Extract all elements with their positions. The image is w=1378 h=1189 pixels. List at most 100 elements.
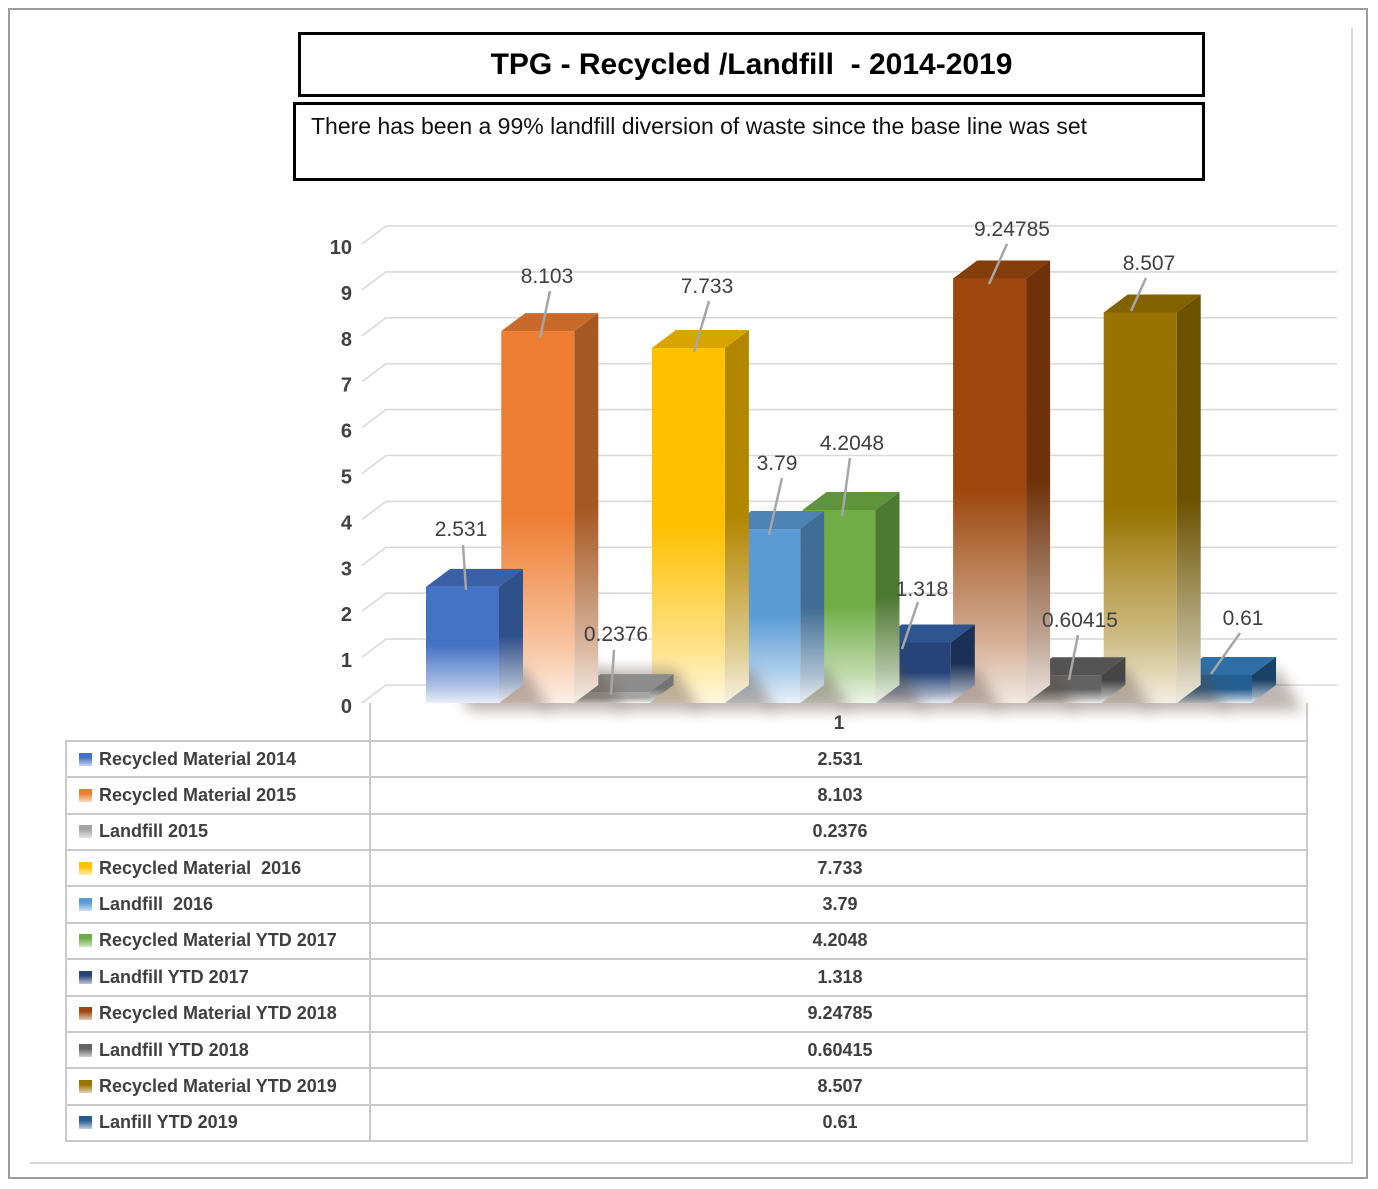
data-label-leader-line (987, 243, 1009, 285)
chart-title-box: TPG - Recycled /Landfill - 2014-2019 (298, 32, 1205, 97)
data-label-recycled-material-ytd-2019: 8.507 (1123, 252, 1176, 275)
data-label-landfill-2016: 3.79 (757, 452, 798, 475)
data-label-leader-line (609, 649, 616, 696)
chart-subtitle-box: There has been a 99% landfill diversion … (293, 102, 1205, 181)
legend-key (79, 789, 92, 803)
series-label: Recycled Material 2015 (99, 785, 297, 806)
legend-key (79, 752, 92, 766)
series-label: Landfill YTD 2017 (99, 966, 249, 987)
table-row: Landfill 2015 0.2376 (67, 815, 1308, 852)
legend-key (79, 970, 92, 984)
bar-recycled-material-2014 (426, 568, 551, 711)
y-axis-tick-label: 6 (341, 421, 352, 443)
gridline (361, 225, 1337, 245)
legend-key (79, 1043, 92, 1057)
table-row: Recycled Material 2014 2.531 (67, 742, 1308, 779)
table-row: Recycled Material 2015 8.103 (67, 778, 1308, 815)
bar-top-face (727, 511, 825, 530)
bar-side-face (1176, 294, 1201, 703)
bar-side-face (800, 511, 825, 703)
data-label-leader-line (538, 290, 552, 339)
bar-recycled-material-2016 (651, 330, 777, 711)
bar-lanfill-ytd-2019 (1179, 657, 1304, 711)
bar-top-face (877, 624, 975, 643)
series-label: Landfill 2015 (99, 821, 209, 842)
series-label: Lanfill YTD 2019 (99, 1112, 238, 1133)
data-label-leader-line (1129, 277, 1148, 312)
data-labels: 2.531 8.103 0.2376 7.733 3.79 4.2048 1.318 9.24… (435, 218, 1264, 696)
bar-front-face (1103, 312, 1177, 703)
series-value: 2.531 (817, 748, 863, 769)
data-label-leader-line (1067, 634, 1080, 681)
bar-side-face (875, 491, 900, 703)
legend-key (79, 934, 92, 948)
chart-area-border-bottom (30, 1162, 1353, 1164)
data-label-leader-line (461, 544, 468, 591)
y-axis-tick-label: 4 (341, 512, 353, 534)
bar-top-face (953, 260, 1051, 279)
table-category-header: 1 (833, 713, 845, 734)
legend-key (79, 1116, 92, 1130)
bar-landfill-ytd-2018 (1028, 657, 1154, 711)
series-value: 3.79 (822, 894, 858, 915)
bar-side-face (649, 674, 674, 703)
y-axis-tick-label: 0 (341, 696, 352, 718)
data-label-landfill-2015: 0.2376 (584, 623, 648, 646)
series-label: Recycled Material YTD 2019 (99, 1075, 337, 1096)
chart-area-border-right (1351, 28, 1353, 1164)
bar-recycled-material-ytd-2019 (1103, 294, 1229, 711)
bar-side-face (950, 624, 975, 703)
table-row: Lanfill YTD 2019 0.61 (67, 1106, 1308, 1142)
chart-subtitle: There has been a 99% landfill diversion … (311, 113, 1088, 139)
data-label-recycled-material-ytd-2018: 9.24785 (974, 218, 1050, 241)
legend-key (79, 825, 92, 839)
y-axis-tick-label: 10 (330, 237, 352, 259)
y-axis-tick-label: 3 (341, 558, 352, 580)
data-label-recycled-material-2016: 7.733 (681, 275, 734, 298)
bar-top-face (501, 313, 599, 332)
data-label-lanfill-ytd-2019: 0.61 (1223, 607, 1264, 630)
series-value: 0.60415 (807, 1039, 873, 1060)
series-value: 4.2048 (812, 930, 868, 951)
table-row: Recycled Material 2016 7.733 (67, 851, 1308, 888)
data-label-leader-line (767, 477, 784, 536)
series-label: Recycled Material YTD 2017 (99, 930, 337, 951)
y-axis-tick-label: 7 (341, 375, 352, 397)
y-axis-tick-label: 5 (341, 467, 352, 489)
y-axis-tick-label: 2 (341, 604, 352, 626)
bar-side-face (574, 313, 599, 703)
bar-top-face (426, 568, 523, 587)
data-label-recycled-material-ytd-2017: 4.2048 (820, 432, 884, 455)
y-axis-tick-label: 8 (341, 329, 352, 351)
chart-title: TPG - Recycled /Landfill - 2014-2019 (490, 47, 1013, 81)
bar-top-face (1103, 294, 1201, 313)
gridline (361, 271, 1337, 291)
bar-top-face (802, 491, 900, 510)
table-row: Recycled Material YTD 2018 9.24785 (67, 997, 1308, 1033)
series-value: 8.507 (817, 1075, 863, 1096)
series-value: 7.733 (817, 857, 863, 878)
bar-front-face (426, 586, 499, 703)
bars (426, 260, 1304, 711)
data-label-recycled-material-2014: 2.531 (435, 518, 488, 541)
data-label-leader-line (840, 457, 852, 517)
series-value: 8.103 (817, 785, 863, 806)
table-row: Recycled Material YTD 2017 4.2048 (67, 924, 1308, 961)
y-axis-tick-label: 1 (341, 650, 352, 672)
series-label: Landfill 2016 (99, 894, 214, 915)
bar-top-face (651, 330, 749, 349)
data-label-landfill-ytd-2017: 1.318 (896, 578, 949, 601)
data-label-recycled-material-2015: 8.103 (521, 265, 574, 288)
bar-front-face (651, 348, 725, 703)
series-label: Landfill YTD 2018 (99, 1039, 249, 1060)
table-row: Landfill 2016 3.79 (67, 887, 1308, 924)
series-label: Recycled Material 2016 (99, 857, 302, 878)
bar-side-face (1026, 260, 1051, 703)
data-label-leader-line (692, 300, 711, 353)
bar-side-face (724, 330, 749, 703)
y-axis-tick-label: 9 (341, 283, 352, 305)
legend-key (79, 1079, 92, 1093)
series-value: 9.24785 (807, 1003, 873, 1024)
legend-key (79, 1007, 92, 1021)
